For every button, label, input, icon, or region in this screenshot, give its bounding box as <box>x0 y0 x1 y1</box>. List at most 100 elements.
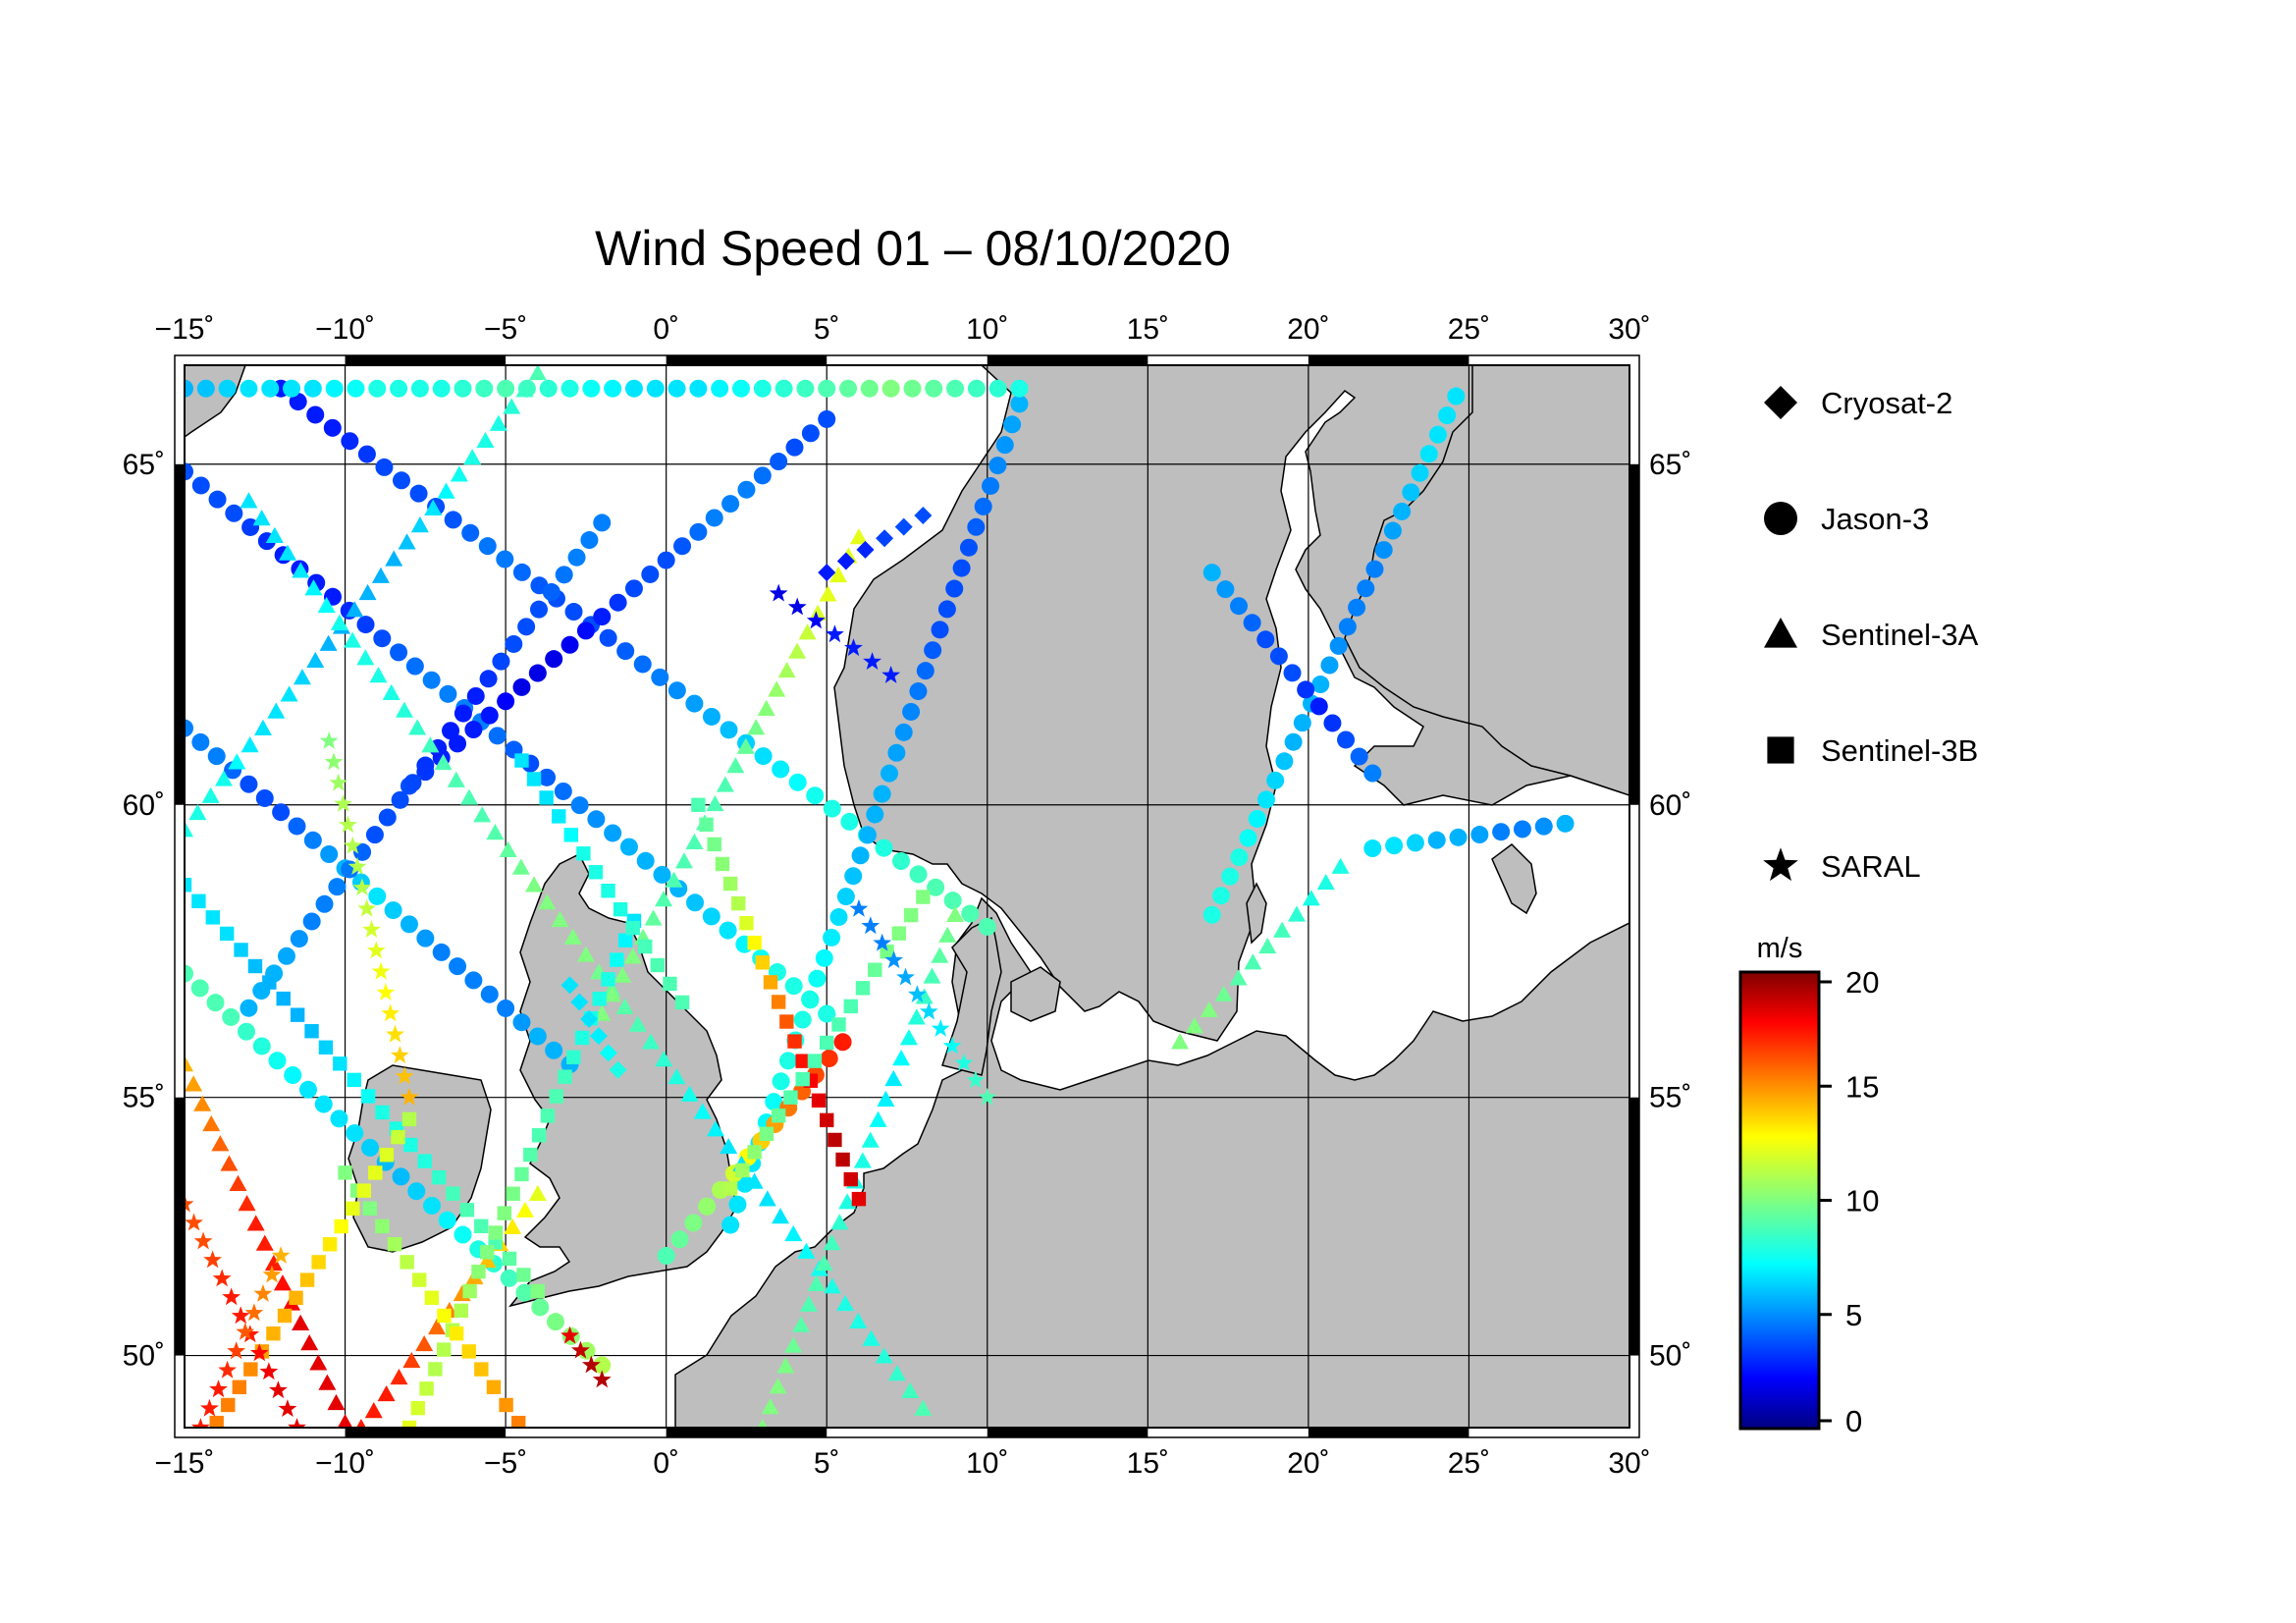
triangle-data-point <box>292 1314 310 1330</box>
circle-data-point <box>320 845 339 864</box>
star-data-point <box>209 1380 228 1398</box>
lat-tick-label-left: 60˚ <box>123 789 165 822</box>
square-data-point <box>391 1129 405 1145</box>
triangle-data-point <box>938 926 957 943</box>
circle-data-point <box>858 826 877 844</box>
square-data-point <box>807 1054 823 1068</box>
lon-tick-label-bottom: −5˚ <box>484 1447 527 1480</box>
triangle-data-point <box>792 1316 811 1332</box>
star-data-point <box>942 1036 962 1055</box>
circle-data-point <box>555 566 573 584</box>
circle-data-point <box>959 538 978 557</box>
diamond-data-point <box>561 976 579 995</box>
legend-item: Cryosat-2 <box>1764 386 1952 420</box>
track-saral <box>561 1325 612 1388</box>
square-data-point <box>290 1007 305 1022</box>
circle-data-point <box>711 379 729 398</box>
lon-tick-label-top: −10˚ <box>315 313 375 346</box>
circle-data-point <box>1309 697 1328 716</box>
circle-data-point <box>1216 580 1235 599</box>
track-jason-3 <box>1202 564 1382 783</box>
square-data-point <box>828 1132 842 1148</box>
circle-data-point <box>554 782 572 800</box>
lon-tick-label-top: −15˚ <box>155 313 215 346</box>
triangle-data-point <box>706 1120 724 1137</box>
triangle-data-point <box>772 1208 790 1224</box>
circle-data-point <box>731 379 750 398</box>
circle-data-point <box>545 650 563 669</box>
triangle-data-point <box>317 596 336 614</box>
square-data-point <box>488 1225 504 1240</box>
star-data-point <box>787 597 807 616</box>
square-data-point <box>304 1024 319 1039</box>
land-finland <box>1344 365 1629 796</box>
square-data-point <box>424 1290 440 1305</box>
triangle-data-point <box>745 1172 764 1189</box>
circle-data-point <box>839 379 858 398</box>
frame-bar-top <box>345 355 507 365</box>
circle-data-point <box>512 563 531 581</box>
star-data-point <box>873 933 892 951</box>
square-data-point <box>731 895 746 911</box>
square-data-point <box>835 1152 850 1167</box>
triangle-data-point <box>408 719 427 735</box>
triangle-data-point <box>644 909 663 926</box>
circle-data-point <box>702 907 721 926</box>
circle-data-point <box>240 775 258 793</box>
star-data-point <box>908 985 927 1002</box>
frame-bar-left <box>175 463 185 805</box>
triangle-data-point <box>1214 985 1233 1001</box>
map-frame-outer <box>174 354 1640 1438</box>
circle-data-point <box>341 432 359 451</box>
circle-data-point <box>653 865 671 884</box>
star-data-point <box>395 1066 414 1085</box>
square-data-point <box>417 1154 432 1168</box>
square-data-point <box>375 1105 390 1120</box>
circle-data-point <box>1365 560 1384 578</box>
circle-data-point <box>840 812 859 831</box>
circle-data-point <box>390 643 408 662</box>
triangle-data-point <box>819 585 837 602</box>
circle-data-point <box>368 379 387 398</box>
triangle-data-point <box>576 946 595 962</box>
circle-data-point <box>410 379 429 398</box>
circle-data-point <box>721 1216 740 1234</box>
square-data-point <box>334 1218 348 1234</box>
triangle-data-point <box>255 1234 274 1251</box>
circle-data-point <box>1337 730 1356 749</box>
square-data-point <box>613 901 628 917</box>
circle-data-point <box>1256 630 1275 649</box>
square-data-point <box>558 1069 572 1084</box>
triangle-data-point <box>784 1336 803 1353</box>
circle-data-point <box>818 379 836 398</box>
square-data-point <box>674 995 690 1010</box>
colorbar-tick-label: 5 <box>1845 1298 1862 1332</box>
circle-data-point <box>667 379 686 398</box>
triangle-data-point <box>907 1008 926 1025</box>
square-data-point <box>219 926 235 942</box>
star-data-point <box>253 1284 273 1302</box>
circle-data-point <box>432 379 451 398</box>
lon-tick-label-bottom: −15˚ <box>155 1447 215 1480</box>
circle-data-point <box>1348 598 1366 617</box>
circle-data-point <box>492 652 510 671</box>
triangle-data-point <box>528 1184 547 1202</box>
circle-data-point <box>1266 771 1285 789</box>
circle-data-point <box>284 1066 302 1085</box>
diamond-icon <box>1764 386 1797 419</box>
square-data-point <box>362 1201 377 1216</box>
circle-data-point <box>793 1010 812 1029</box>
triangle-data-point <box>337 1414 353 1428</box>
circle-data-point <box>315 894 334 913</box>
circle-data-point <box>240 999 258 1017</box>
square-data-point <box>437 1308 452 1324</box>
square-data-point <box>205 910 220 925</box>
circle-data-point <box>988 457 1007 475</box>
circle-data-point <box>604 824 622 842</box>
triangle-data-point <box>615 998 634 1014</box>
triangle-data-point <box>528 365 547 381</box>
track-saral <box>319 731 419 1106</box>
triangle-data-point <box>240 736 259 753</box>
circle-data-point <box>400 915 418 934</box>
star-data-point <box>931 1019 950 1037</box>
